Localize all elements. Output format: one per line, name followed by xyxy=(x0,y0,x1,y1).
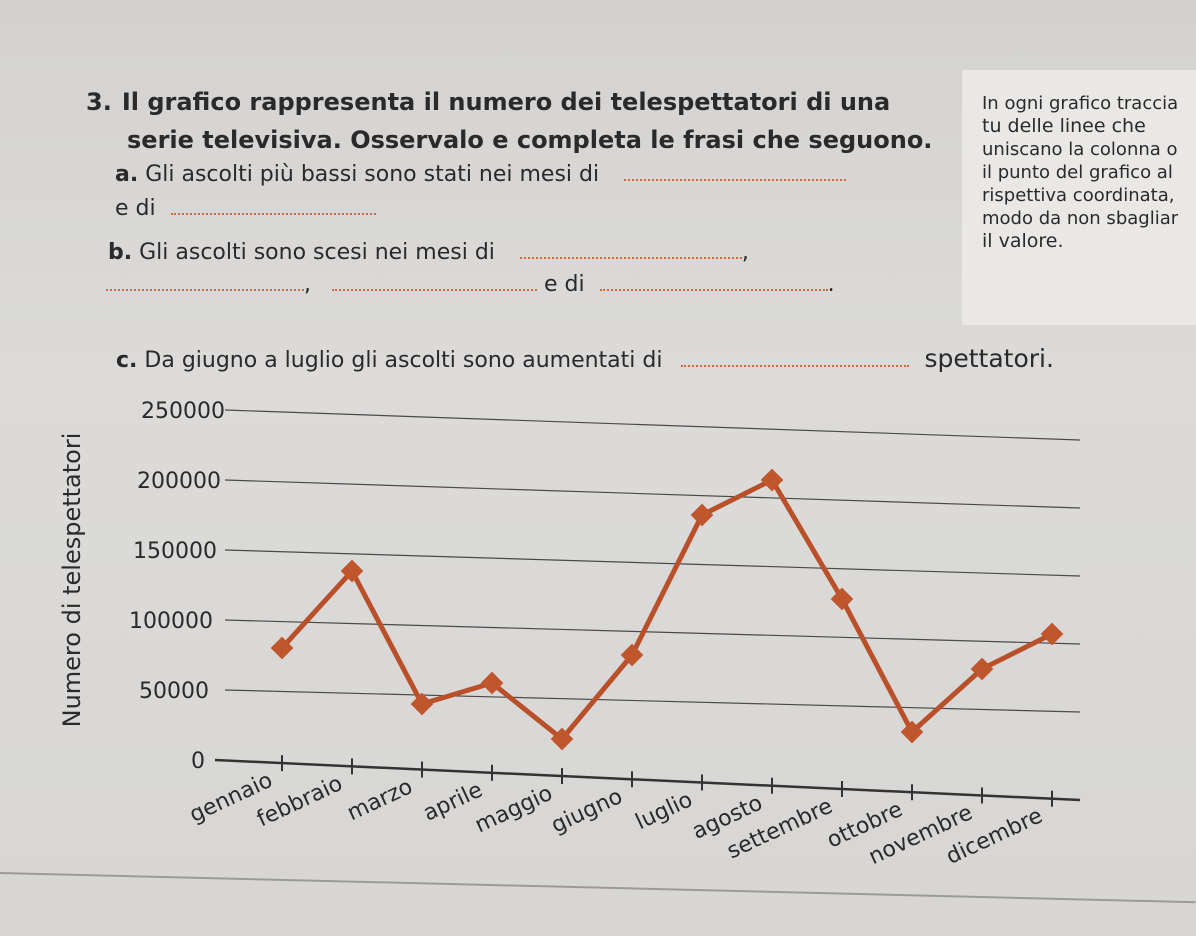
y-tick-label: 100000 xyxy=(129,609,213,634)
y-tick-label: 50000 xyxy=(139,679,209,704)
grid-line xyxy=(224,479,1081,509)
x-axis-line xyxy=(214,758,1081,802)
question-c-label: c. xyxy=(116,348,138,373)
comma: , xyxy=(304,272,311,297)
y-tick-label: 150000 xyxy=(133,539,217,564)
data-point xyxy=(480,671,504,695)
period: . xyxy=(827,272,835,297)
question-b-label: b. xyxy=(108,240,133,265)
question-a-cont: e di xyxy=(115,196,376,221)
answer-blank-a2[interactable] xyxy=(170,212,376,215)
tip-line: uniscano la colonna o xyxy=(982,139,1178,160)
grid-line xyxy=(224,549,1081,577)
data-point xyxy=(900,720,924,744)
x-axis xyxy=(214,755,1081,807)
question-a-label: a. xyxy=(115,162,139,187)
data-point xyxy=(760,468,784,492)
data-point xyxy=(410,692,434,716)
x-tick-label: giugno xyxy=(548,784,627,839)
y-tick-label: 250000 xyxy=(141,399,225,424)
exercise-number: 3. xyxy=(86,88,112,116)
tip-line: rispettiva coordinata, xyxy=(982,185,1175,206)
x-tick-label: maggio xyxy=(471,781,556,838)
question-b-text: Gli ascolti sono scesi nei mesi di xyxy=(139,240,495,265)
grid-line xyxy=(224,619,1081,645)
y-tick-label: 200000 xyxy=(137,469,221,494)
data-point xyxy=(550,727,574,751)
y-tick-labels: 0 50000 100000 150000 200000 250000 xyxy=(129,399,225,774)
answer-blank-b3[interactable] xyxy=(332,288,537,291)
title-line-2: serie televisiva. Osservalo e completa l… xyxy=(127,126,933,154)
question-c: c. Da giugno a luglio gli ascolti sono a… xyxy=(116,344,1054,373)
question-c-end: spettatori. xyxy=(924,344,1054,373)
title-line-1: Il grafico rappresenta il numero dei tel… xyxy=(121,88,891,116)
data-point xyxy=(830,587,854,611)
question-b: b. Gli ascolti sono scesi nei mesi di , xyxy=(108,240,749,265)
question-b-cont: , e di . xyxy=(106,272,835,297)
tip-line: tu delle linee che xyxy=(982,115,1146,137)
answer-blank-b2[interactable] xyxy=(106,288,304,291)
data-point xyxy=(340,559,364,583)
tip-text: In ogni grafico traccia tu delle linee c… xyxy=(982,92,1178,253)
data-point xyxy=(970,657,994,681)
question-a: a. Gli ascolti più bassi sono stati nei … xyxy=(115,162,847,187)
x-tick-label: marzo xyxy=(343,774,416,826)
data-point xyxy=(1040,622,1064,646)
answer-blank-b1[interactable] xyxy=(519,256,742,259)
question-b-and: e di xyxy=(544,272,585,297)
grid-line xyxy=(224,409,1081,441)
answer-blank-a1[interactable] xyxy=(624,178,847,181)
data-point xyxy=(690,503,714,527)
series-line xyxy=(280,477,1054,742)
tip-box: In ogni grafico traccia tu delle linee c… xyxy=(962,70,1196,325)
y-tick-label: 0 xyxy=(191,749,205,774)
tip-line: modo da non sbagliar xyxy=(982,208,1179,229)
data-point xyxy=(620,643,644,667)
answer-blank-b4[interactable] xyxy=(599,288,828,291)
tip-line: il punto del grafico al xyxy=(982,162,1173,183)
question-c-text: Da giugno a luglio gli ascolti sono aume… xyxy=(144,348,663,373)
y-axis-label: Numero di telespettatori xyxy=(58,433,86,728)
data-markers xyxy=(270,468,1064,751)
comma: , xyxy=(741,240,749,265)
question-a-text: Gli ascolti più bassi sono stati nei mes… xyxy=(145,162,600,187)
data-point xyxy=(270,636,294,660)
answer-blank-c[interactable] xyxy=(681,364,910,367)
exercise-title: 3. Il grafico rappresenta il numero dei t… xyxy=(86,88,890,116)
question-a-text2: e di xyxy=(115,196,156,221)
tip-line: In ogni grafico traccia xyxy=(982,93,1179,114)
x-tick-label: luglio xyxy=(632,787,697,835)
tip-line: il valore. xyxy=(982,230,1064,252)
